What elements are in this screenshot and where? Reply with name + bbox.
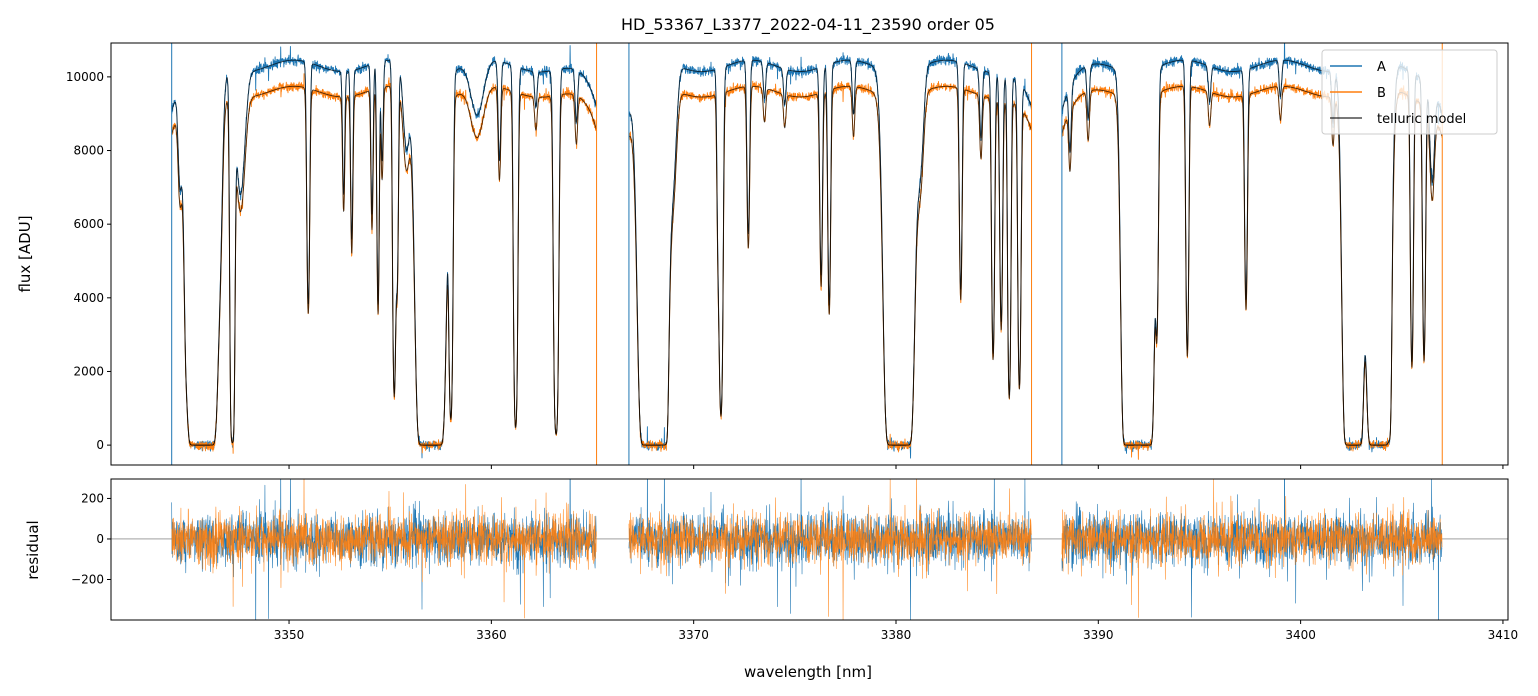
chart-title: HD_53367_L3377_2022-04-11_23590 order 05 [621, 15, 995, 35]
flux-y-tick-label: 2000 [73, 364, 104, 378]
flux-y-tick-label: 10000 [66, 70, 104, 84]
telluric-model-b-line [1061, 85, 1443, 446]
residual-plot-area [111, 479, 1508, 620]
telluric-model-b-line [171, 85, 597, 446]
series-a-residual-line [1061, 479, 1443, 620]
flux-y-tick-label: 0 [96, 438, 104, 452]
flux-y-tick-label: 4000 [73, 291, 104, 305]
telluric-model-a-line [171, 59, 597, 446]
x-tick-label: 3350 [274, 628, 305, 642]
residual-y-tick-label: 200 [81, 491, 104, 505]
residual-y-tick-label: 0 [96, 532, 104, 546]
legend-label-a: A [1377, 60, 1386, 75]
x-axis-label: wavelength [nm] [744, 663, 872, 681]
series-b-residual-line [628, 479, 1032, 620]
x-tick-label: 3370 [678, 628, 709, 642]
series-b-flux-line [1061, 78, 1443, 460]
x-tick-label: 3390 [1083, 628, 1114, 642]
series-b-residual-line [171, 479, 597, 619]
legend: A B telluric model [1321, 49, 1498, 135]
flux-axes-frame [110, 42, 1509, 466]
flux-plot-area [171, 43, 1443, 465]
residual-axes-frame [110, 478, 1509, 621]
flux-y-label: flux [ADU] [16, 215, 34, 292]
legend-label-b: B [1377, 86, 1386, 101]
telluric-model-b-line [628, 85, 1032, 446]
x-tick-label: 3360 [476, 628, 507, 642]
series-a-flux-line [1061, 43, 1443, 454]
legend-label-telluric: telluric model [1377, 112, 1466, 127]
residual-y-label: residual [24, 520, 42, 579]
residual-y-tick-label: −200 [71, 572, 104, 586]
x-tick-label: 3380 [881, 628, 912, 642]
flux-y-tick-label: 8000 [73, 144, 104, 158]
flux-y-tick-label: 6000 [73, 217, 104, 231]
axes: 3350 3360 3370 3380 3390 3400 3410020004000600… [66, 70, 1518, 642]
x-tick-label: 3410 [1488, 628, 1519, 642]
x-tick-label: 3400 [1285, 628, 1316, 642]
series-b-residual-line [1061, 479, 1443, 618]
